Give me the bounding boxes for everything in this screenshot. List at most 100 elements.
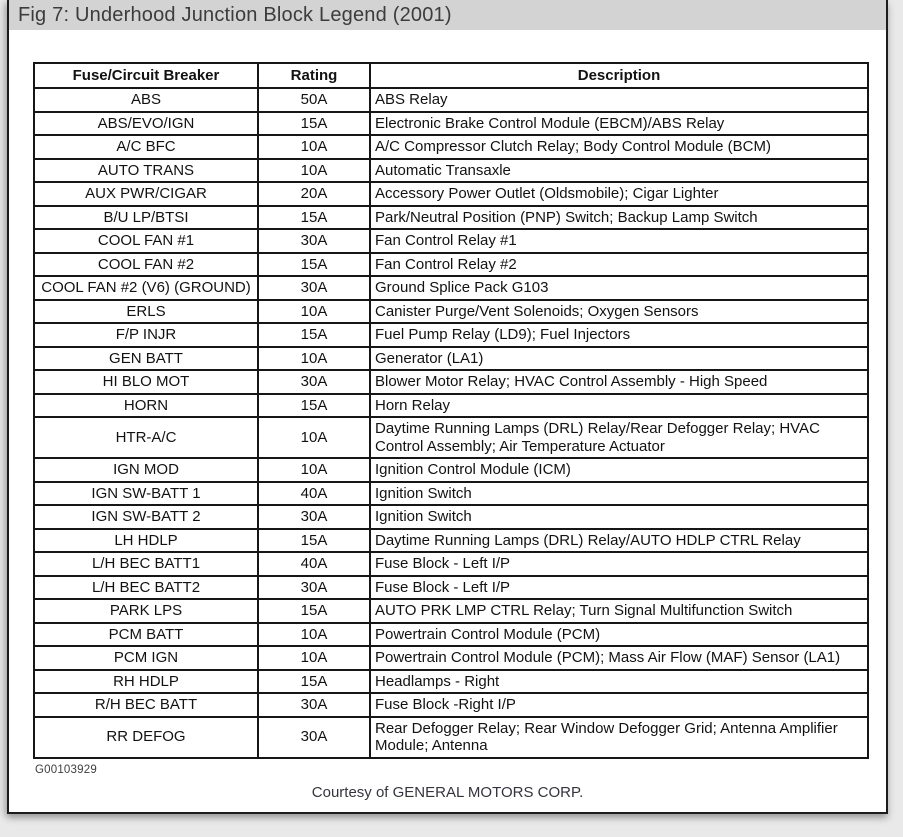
desc-cell: Park/Neutral Position (PNP) Switch; Back… [369,204,869,230]
rating-cell: 30A [257,574,371,600]
fuse-cell: IGN SW-BATT 2 [33,504,259,530]
rating-cell: 20A [257,181,371,207]
table-row: A/C BFC 10A A/C Compressor Clutch Relay; B… [33,134,869,160]
desc-cell: Daytime Running Lamps (DRL) Relay/Rear D… [369,416,869,459]
rating-cell: 30A [257,504,371,530]
rating-cell: 10A [257,457,371,483]
fuse-cell: AUTO TRANS [33,157,259,183]
fuse-cell: R/H BEC BATT [33,692,259,718]
figure-id: G00103929 [35,763,97,776]
desc-cell: Fan Control Relay #2 [369,251,869,277]
table-row: HORN 15A Horn Relay [33,392,869,418]
rating-cell: 15A [257,598,371,624]
rating-cell: 30A [257,275,371,301]
table-row: L/H BEC BATT1 40A Fuse Block - Left I/P [33,551,869,577]
table-row: COOL FAN #2 (V6) (GROUND) 30A Ground Splic… [33,275,869,301]
desc-cell: Daytime Running Lamps (DRL) Relay/AUTO H… [369,527,869,553]
desc-cell: Accessory Power Outlet (Oldsmobile); Cig… [369,181,869,207]
table-row: RH HDLP 15A Headlamps - Right [33,668,869,694]
table-row: HI BLO MOT 30A Blower Motor Relay; HVAC Co… [33,369,869,395]
fuse-cell: HORN [33,392,259,418]
desc-cell: Canister Purge/Vent Solenoids; Oxygen Se… [369,298,869,324]
fuse-cell: ERLS [33,298,259,324]
table-row: IGN MOD 10A Ignition Control Module (ICM) [33,457,869,483]
table-row: RR DEFOG 30A Rear Defogger Relay; Rear Win… [33,715,869,759]
fuse-cell: HI BLO MOT [33,369,259,395]
fuse-cell: GEN BATT [33,345,259,371]
table-row: L/H BEC BATT2 30A Fuse Block - Left I/P [33,574,869,600]
rating-cell: 10A [257,298,371,324]
fuse-cell: LH HDLP [33,527,259,553]
fuse-cell: PCM IGN [33,645,259,671]
column-header-rating: Rating [257,62,371,89]
table-row: PARK LPS 15A AUTO PRK LMP CTRL Relay; Turn… [33,598,869,624]
rating-cell: 15A [257,251,371,277]
desc-cell: Blower Motor Relay; HVAC Control Assembl… [369,369,869,395]
desc-cell: Fuse Block - Left I/P [369,551,869,577]
fuse-cell: B/U LP/BTSI [33,204,259,230]
rating-cell: 15A [257,204,371,230]
document-page: Fig 7: Underhood Junction Block Legend (… [7,0,888,814]
table-row: R/H BEC BATT 30A Fuse Block -Right I/P [33,692,869,718]
table-row: AUX PWR/CIGAR 20A Accessory Power Outlet (… [33,181,869,207]
desc-cell: Ignition Switch [369,480,869,506]
fuse-cell: IGN MOD [33,457,259,483]
table-row: PCM BATT 10A Powertrain Control Module (PC… [33,621,869,647]
fuse-cell: ABS/EVO/IGN [33,110,259,136]
rating-cell: 30A [257,369,371,395]
fuse-cell: HTR-A/C [33,416,259,459]
rating-cell: 10A [257,345,371,371]
fuse-cell: ABS [33,87,259,113]
rating-cell: 10A [257,157,371,183]
desc-cell: Headlamps - Right [369,668,869,694]
rating-cell: 30A [257,715,371,759]
column-header-description: Description [369,62,869,89]
table-row: B/U LP/BTSI 15A Park/Neutral Position (PNP… [33,204,869,230]
rating-cell: 15A [257,110,371,136]
rating-cell: 50A [257,87,371,113]
rating-cell: 30A [257,228,371,254]
fuse-cell: RH HDLP [33,668,259,694]
table-row: HTR-A/C 10A Daytime Running Lamps (DRL) Re… [33,416,869,459]
table-row: IGN SW-BATT 2 30A Ignition Switch [33,504,869,530]
table-header-row: Fuse/Circuit Breaker Rating Description [33,62,869,89]
desc-cell: Powertrain Control Module (PCM) [369,621,869,647]
table-row: GEN BATT 10A Generator (LA1) [33,345,869,371]
desc-cell: ABS Relay [369,87,869,113]
rating-cell: 10A [257,416,371,459]
fuse-cell: RR DEFOG [33,715,259,759]
rating-cell: 10A [257,621,371,647]
desc-cell: Powertrain Control Module (PCM); Mass Ai… [369,645,869,671]
fuse-cell: A/C BFC [33,134,259,160]
desc-cell: Ground Splice Pack G103 [369,275,869,301]
rating-cell: 15A [257,322,371,348]
desc-cell: Automatic Transaxle [369,157,869,183]
fuse-cell: COOL FAN #2 (V6) (GROUND) [33,275,259,301]
fuse-cell: PARK LPS [33,598,259,624]
desc-cell: A/C Compressor Clutch Relay; Body Contro… [369,134,869,160]
desc-cell: Fuse Block -Right I/P [369,692,869,718]
rating-cell: 15A [257,668,371,694]
fuse-legend-table: Fuse/Circuit Breaker Rating Description … [33,62,869,759]
fuse-cell: L/H BEC BATT2 [33,574,259,600]
fuse-cell: AUX PWR/CIGAR [33,181,259,207]
rating-cell: 10A [257,134,371,160]
fuse-cell: COOL FAN #2 [33,251,259,277]
desc-cell: Rear Defogger Relay; Rear Window Defogge… [369,715,869,759]
column-header-fuse: Fuse/Circuit Breaker [33,62,259,89]
figure-title-bar: Fig 7: Underhood Junction Block Legend (… [9,0,886,30]
table-row: AUTO TRANS 10A Automatic Transaxle [33,157,869,183]
desc-cell: Ignition Switch [369,504,869,530]
table-row: ERLS 10A Canister Purge/Vent Solenoids; Ox… [33,298,869,324]
credit-line: Courtesy of GENERAL MOTORS CORP. [311,784,584,801]
fuse-cell: F/P INJR [33,322,259,348]
fuse-cell: IGN SW-BATT 1 [33,480,259,506]
table-row: COOL FAN #2 15A Fan Control Relay #2 [33,251,869,277]
desc-cell: AUTO PRK LMP CTRL Relay; Turn Signal Mul… [369,598,869,624]
table-row: F/P INJR 15A Fuel Pump Relay (LD9); Fuel I… [33,322,869,348]
fuse-cell: COOL FAN #1 [33,228,259,254]
rating-cell: 15A [257,392,371,418]
figure-title: Fig 7: Underhood Junction Block Legend (… [18,3,452,26]
table-row: IGN SW-BATT 1 40A Ignition Switch [33,480,869,506]
